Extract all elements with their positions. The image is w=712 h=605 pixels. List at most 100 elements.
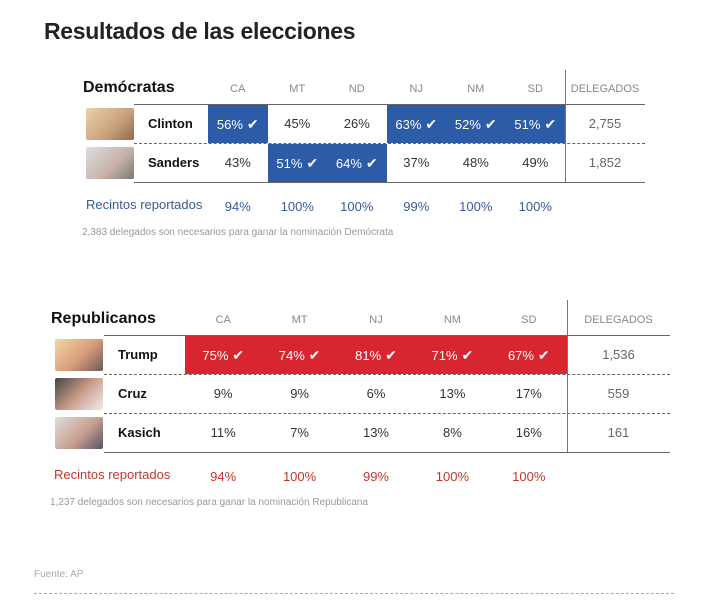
result-mt: 51% ✔ [267,144,327,182]
column-divider [567,300,568,453]
result-value: 74% [278,348,305,363]
result-nm: 71% ✔ [414,336,491,374]
row-divider [104,374,670,375]
candidate-name: Clinton [148,116,193,131]
candidate-name: Sanders [148,155,200,170]
result-value: 13% [362,425,389,440]
result-value: 9% [290,386,309,401]
winner-check-icon: ✔ [302,155,319,171]
delegates-count: 1,852 [588,155,622,170]
winner-check-icon: ✔ [228,347,245,363]
republicans-party-title: Republicanos [51,310,156,327]
candidate-row-clinton: Clinton 56% ✔ 45% 26% 63% ✔ 52% ✔ 51% ✔ 2,755 [0,105,645,143]
result-mt: 74% ✔ [261,336,338,374]
result-value: 45% [284,116,311,131]
state-header-nm: NM [443,314,461,326]
result-ca: 75% ✔ [185,336,262,374]
result-value: 7% [290,425,309,440]
divider [34,593,674,594]
result-sd: 16% [491,414,567,452]
trump-photo [55,339,103,371]
result-value: 43% [224,155,251,170]
result-value: 51% [514,117,541,132]
result-value: 63% [395,117,422,132]
state-header-mt: MT [291,314,308,326]
result-value: 67% [507,348,534,363]
state-header-sd: SD [527,83,543,95]
delegates-count: 559 [607,386,630,401]
result-value: 52% [454,117,481,132]
delegates-header: DELEGADOS [570,83,640,95]
table-top-line [134,104,645,105]
result-value: 16% [515,425,542,440]
result-nm: 13% [414,375,490,413]
state-header-nj: NJ [369,314,383,326]
state-header-nd: ND [348,83,365,95]
row-divider [104,452,670,453]
precincts-label: Recintos reportados [54,467,171,482]
row-divider [134,182,645,183]
row-divider [104,413,670,414]
candidate-row-sanders: Sanders 43% 51% ✔ 64% ✔ 37% 48% 49% 1,852 [0,144,645,182]
result-value: 13% [439,386,466,401]
delegates-count: 1,536 [602,347,635,362]
result-sd: 51% ✔ [505,105,565,143]
result-sd: 49% [506,144,566,182]
candidate-name: Kasich [118,425,161,440]
winner-check-icon: ✔ [540,116,557,132]
candidate-row-kasich: Kasich 11% 7% 13% 8% 16% 161 [0,414,670,452]
candidate-row-cruz: Cruz 9% 9% 6% 13% 17% 559 [0,375,670,413]
democrats-party-title: Demócratas [83,79,175,96]
result-sd: 17% [491,375,567,413]
result-value: 56% [216,117,243,132]
result-value: 81% [355,348,382,363]
sanders-photo [86,147,134,179]
winner-check-icon: ✔ [304,347,321,363]
result-nm: 8% [414,414,490,452]
result-value: 75% [202,348,229,363]
precincts-label: Recintos reportados [86,197,203,212]
result-mt: 7% [261,414,337,452]
delegates-needed-note: 2,383 delegados son necesarios para gana… [82,227,394,238]
result-nj: 63% ✔ [386,105,446,143]
result-nm: 52% ✔ [446,105,506,143]
cruz-photo [55,378,103,410]
delegates-count: 2,755 [588,116,622,131]
state-header-nj: NJ [409,83,423,95]
result-nm: 48% [446,144,506,182]
result-nd: 26% [327,105,387,143]
result-value: 6% [366,386,386,401]
result-mt: 9% [261,375,337,413]
precincts-nm: 100% [435,469,469,484]
result-nj: 13% [338,414,414,452]
state-header-ca: CA [215,314,231,326]
result-value: 37% [403,155,430,170]
candidate-name: Cruz [118,386,147,401]
precincts-nj: 99% [362,469,389,484]
result-nj: 81% ✔ [337,336,415,374]
source-label: Fuente: AP [34,569,84,580]
state-header-mt: MT [289,83,306,95]
column-divider [565,70,566,183]
result-value: 51% [276,156,303,171]
result-value: 64% [335,156,362,171]
precincts-nj: 99% [403,199,430,214]
result-mt: 45% [268,105,328,143]
result-sd: 67% ✔ [490,336,567,374]
delegates-needed-note: 1,237 delegados son necesarios para gana… [50,497,368,508]
state-header-sd: SD [521,314,537,326]
winner-check-icon: ✔ [533,347,550,363]
precincts-nd: 100% [340,199,374,214]
result-value: 49% [522,155,549,170]
state-header-nm: NM [467,83,485,95]
result-value: 9% [213,386,233,401]
result-nj: 37% [387,144,447,182]
winner-check-icon: ✔ [457,347,474,363]
result-value: 48% [462,155,489,170]
result-value: 8% [442,425,462,440]
delegates-header: DELEGADOS [584,314,653,326]
delegates-count: 161 [607,425,630,440]
result-nd: 64% ✔ [327,144,387,182]
result-ca: 43% [208,144,268,182]
